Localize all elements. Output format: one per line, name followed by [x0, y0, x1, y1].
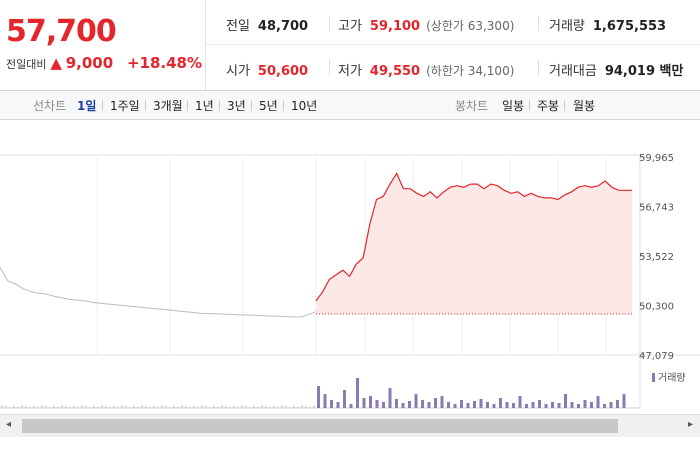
volume-bar — [505, 402, 509, 408]
volume-bar — [551, 402, 554, 408]
volume-bar — [486, 402, 489, 408]
volume-bar — [349, 404, 353, 408]
volume-bar — [362, 398, 366, 408]
volume-bar — [401, 403, 405, 408]
y-tick-label: 59,965 — [639, 153, 674, 164]
candle-daily[interactable]: 일봉 — [502, 99, 525, 113]
volume-bar — [330, 400, 333, 408]
volume-bar — [427, 402, 431, 408]
volume-bar — [564, 394, 567, 408]
change-label: 전일대비 — [6, 58, 47, 71]
stat-volume: 거래량 1,675,553 — [549, 19, 667, 34]
quote-header: 57,700 전일대비 ▲ 9,000 +18.48% 전일 48,700 고가 5… — [0, 0, 700, 91]
volume-bar — [616, 400, 619, 408]
volume-bar — [453, 404, 457, 408]
volume-bar — [544, 404, 548, 408]
volume-bar — [596, 396, 600, 408]
volume-bar — [408, 401, 411, 408]
chart-scrollbar[interactable]: ◂ ▸ — [0, 414, 700, 437]
up-arrow-icon: ▲ — [50, 54, 62, 72]
current-price: 57,700 — [6, 14, 117, 49]
previous-price-line — [0, 266, 317, 318]
volume-bar — [557, 403, 561, 408]
candle-monthly[interactable]: 월봉 — [573, 99, 596, 113]
volume-bar — [388, 388, 392, 408]
period-1y[interactable]: 1년 — [195, 99, 214, 113]
volume-bar — [447, 402, 450, 408]
volume-bar — [323, 394, 327, 408]
volume-bar — [336, 402, 340, 408]
line-chart-label: 선차트 — [33, 99, 67, 113]
y-tick-label: 53,522 — [639, 252, 674, 263]
price-area-fill — [316, 173, 632, 314]
volume-bar — [590, 402, 593, 408]
scroll-right-icon[interactable]: ▸ — [688, 419, 694, 430]
period-3y[interactable]: 3년 — [227, 99, 246, 113]
period-1d[interactable]: 1일 — [77, 99, 97, 113]
period-10y[interactable]: 10년 — [291, 99, 318, 113]
volume-bar — [473, 401, 476, 408]
period-5y[interactable]: 5년 — [259, 99, 278, 113]
price-box: 57,700 전일대비 ▲ 9,000 +18.48% — [0, 0, 206, 90]
volume-bar — [531, 402, 535, 408]
volume-bar — [395, 399, 398, 408]
period-3m[interactable]: 3개월 — [153, 99, 183, 113]
candle-chart-label: 봉차트 — [455, 99, 489, 113]
volume-bar — [466, 403, 470, 408]
volume-bar — [525, 404, 528, 408]
volume-bar — [375, 400, 379, 408]
volume-bar — [414, 394, 418, 408]
volume-bar — [609, 402, 613, 408]
volume-bar — [622, 394, 626, 408]
stat-trade-value: 거래대금 94,019 백만 — [549, 64, 684, 79]
volume-bar — [369, 396, 372, 408]
y-tick-label: 50,300 — [639, 302, 674, 313]
candle-weekly[interactable]: 주봉 — [537, 99, 560, 113]
period-1w[interactable]: 1주일 — [110, 99, 140, 113]
volume-bar — [499, 398, 502, 408]
change-value: 9,000 — [65, 54, 114, 72]
stat-low: 저가 49,550 (하한가 34,100) — [338, 64, 515, 79]
volume-bar — [440, 396, 444, 408]
volume-bar — [382, 402, 385, 408]
volume-bar — [570, 402, 574, 408]
stat-high: 고가 59,100 (상한가 63,300) — [338, 19, 515, 34]
volume-legend-swatch — [652, 373, 655, 382]
scroll-left-icon[interactable]: ◂ — [6, 419, 12, 430]
scroll-thumb[interactable] — [22, 419, 618, 433]
volume-bar — [577, 404, 580, 408]
stat-open: 시가 50,600 — [226, 64, 309, 79]
volume-bar — [356, 378, 359, 408]
intraday-price-line — [315, 172, 632, 302]
volume-bar — [460, 400, 463, 408]
volume-bar — [512, 403, 515, 408]
price-chart[interactable]: 59,965 56,743 53,522 50,300 47,079 거래량 — [0, 120, 700, 410]
volume-bar — [518, 396, 522, 408]
price-change: 전일대비 ▲ 9,000 +18.48% — [6, 54, 202, 72]
y-tick-label: 56,743 — [639, 203, 674, 214]
y-tick-label: 47,079 — [639, 351, 674, 362]
volume-bar — [421, 400, 424, 408]
chart-toolbar: 선차트 1일 1주일 3개월 1년 3년 5년 10년 봉차트 일봉 주봉 월봉 — [0, 91, 700, 120]
volume-bar — [583, 400, 587, 408]
volume-bar — [343, 390, 346, 408]
volume-bar — [317, 386, 320, 408]
stat-prev-close: 전일 48,700 — [226, 19, 309, 34]
volume-bar — [492, 404, 496, 408]
volume-bar — [479, 399, 483, 408]
volume-bar — [538, 400, 541, 408]
volume-bar — [603, 404, 606, 408]
volume-legend-label: 거래량 — [658, 372, 686, 384]
volume-bar — [434, 398, 437, 408]
change-percent: +18.48% — [126, 54, 203, 72]
